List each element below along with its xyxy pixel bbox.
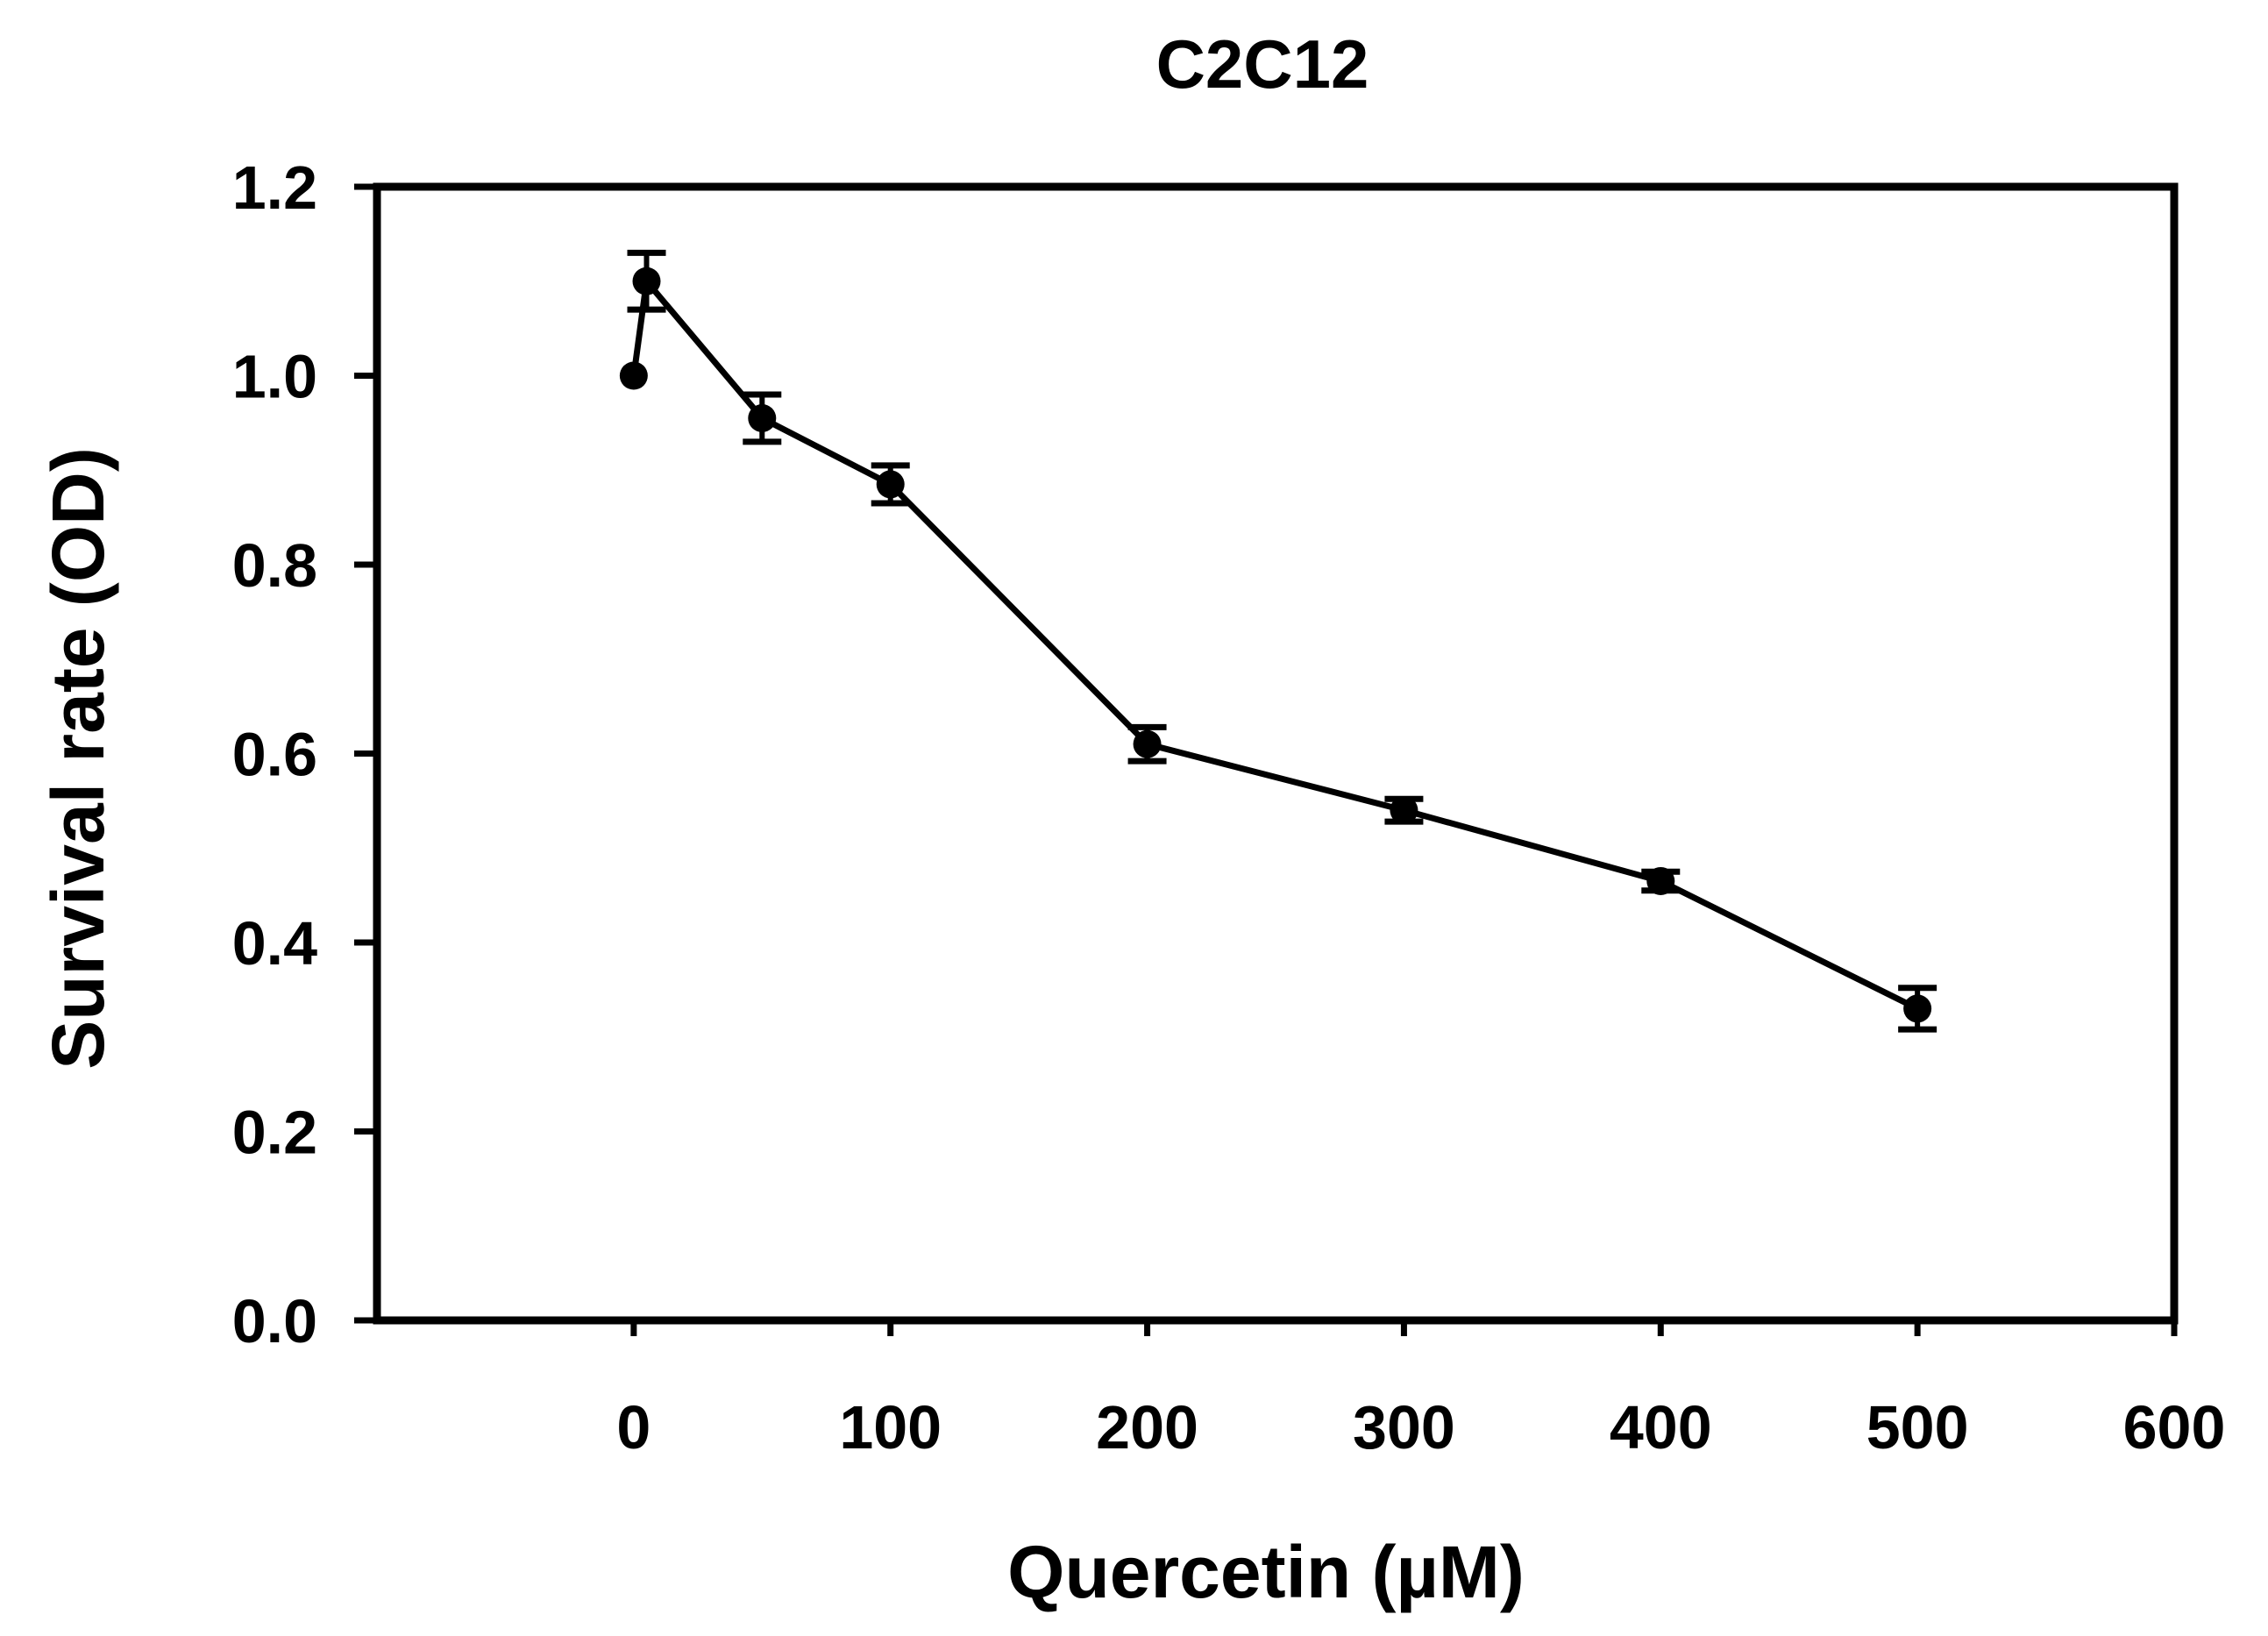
x-axis-ticks	[630, 1320, 2178, 1336]
x-tick-label: 500	[1866, 1393, 1969, 1462]
data-points-group	[619, 267, 1932, 1023]
x-tick-label: 200	[1096, 1393, 1198, 1462]
y-axis-label: Survival rate (OD)	[37, 447, 119, 1070]
data-point	[748, 403, 777, 432]
x-axis-label: Quercetin (µM)	[1007, 1531, 1525, 1613]
y-tick-label: 0.8	[232, 531, 317, 600]
x-tick-label: 0	[616, 1393, 651, 1462]
y-axis-tick-labels: 0.0 0.2 0.4 0.6 0.8 1.0 1.2	[232, 153, 317, 1355]
chart-title: C2C12	[1156, 25, 1369, 103]
x-tick-label: 300	[1353, 1393, 1455, 1462]
y-tick-label: 0.2	[232, 1099, 317, 1167]
data-point	[876, 470, 905, 499]
data-point	[1133, 729, 1162, 758]
data-point	[619, 361, 648, 390]
series-line-group	[630, 278, 1919, 1012]
y-tick-label: 1.0	[232, 343, 317, 411]
y-tick-label: 1.2	[232, 153, 317, 222]
x-tick-label: 600	[2123, 1393, 2226, 1462]
x-tick-label: 400	[1610, 1393, 1712, 1462]
data-point	[632, 267, 661, 295]
series-line	[630, 278, 1919, 1012]
data-point	[1646, 866, 1675, 895]
y-tick-label: 0.0	[232, 1287, 317, 1355]
y-axis-ticks	[354, 183, 377, 1324]
y-tick-label: 0.4	[232, 909, 317, 978]
x-tick-label: 100	[839, 1393, 942, 1462]
data-point	[1903, 994, 1932, 1023]
y-tick-label: 0.6	[232, 721, 317, 789]
x-axis-tick-labels: 0 100 200 300 400 500 600	[616, 1393, 2225, 1462]
data-point	[1390, 796, 1418, 825]
